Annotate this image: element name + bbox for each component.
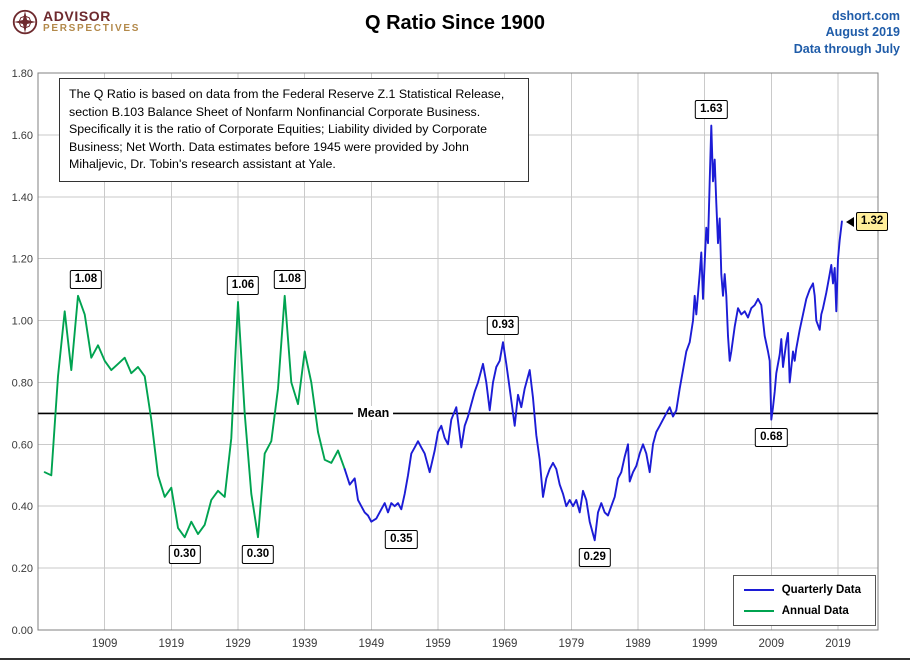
description-box: The Q Ratio is based on data from the Fe…	[59, 78, 529, 183]
y-tick-label: 0.20	[12, 563, 33, 575]
source-block: dshort.com August 2019 Data through July	[794, 8, 900, 57]
y-tick-label: 1.40	[12, 192, 33, 204]
y-tick-label: 1.00	[12, 316, 33, 328]
y-tick-label: 1.80	[12, 68, 33, 80]
y-tick-label: 0.60	[12, 439, 33, 451]
x-tick-label: 1979	[559, 638, 585, 650]
bottom-rule	[0, 658, 910, 660]
mean-label: Mean	[353, 406, 394, 421]
callout-1.08: 1.08	[69, 269, 103, 289]
advisor-perspectives-logo: ADVISOR PERSPECTIVES	[12, 9, 140, 35]
y-tick-label: 0.00	[12, 625, 33, 637]
source-note: Data through July	[793, 41, 900, 56]
y-tick-label: 0.40	[12, 501, 33, 513]
callout-0.30: 0.30	[241, 545, 275, 565]
x-tick-label: 1929	[225, 638, 251, 650]
callout-0.30: 0.30	[168, 545, 201, 565]
x-tick-label: 1969	[492, 638, 518, 650]
annual-line-swatch	[743, 610, 774, 612]
source-site: dshort.com	[831, 9, 900, 23]
legend-item-quarterly: Quarterly Data	[743, 584, 861, 596]
callout-1.32: 1.32	[855, 211, 889, 231]
callout-0.35: 0.35	[385, 529, 418, 549]
chart-legend: Quarterly Data Annual Data	[732, 575, 876, 626]
x-tick-label: 1949	[359, 638, 385, 650]
x-tick-label: 1909	[92, 638, 118, 650]
legend-label-annual: Annual Data	[781, 605, 849, 617]
x-tick-label: 1989	[625, 638, 651, 650]
x-tick-label: 1919	[159, 638, 185, 650]
x-tick-label: 2019	[825, 638, 851, 650]
y-tick-label: 1.20	[12, 254, 33, 266]
callout-0.68: 0.68	[755, 427, 788, 447]
y-tick-label: 0.80	[12, 377, 33, 389]
callout-1.63: 1.63	[695, 99, 728, 119]
logo-advisor: ADVISOR	[43, 8, 111, 25]
arrow-left-icon	[845, 216, 854, 227]
plot-border	[37, 72, 879, 631]
x-tick-label: 1999	[692, 638, 718, 650]
annual-data-line	[43, 294, 346, 539]
quarterly-line-swatch	[743, 589, 774, 591]
logo-text: ADVISOR PERSPECTIVES	[43, 9, 140, 34]
logo-perspectives: PERSPECTIVES	[43, 23, 141, 35]
x-tick-label: 1939	[292, 638, 318, 650]
legend-label-quarterly: Quarterly Data	[781, 584, 861, 596]
quarterly-data-line	[343, 124, 843, 542]
callout-1.08: 1.08	[273, 269, 306, 289]
compass-icon	[12, 9, 38, 35]
x-tick-label: 1959	[425, 638, 451, 650]
legend-item-annual: Annual Data	[743, 605, 861, 617]
callout-0.29: 0.29	[578, 548, 611, 568]
page-title: Q Ratio Since 1900	[364, 12, 546, 34]
source-date: August 2019	[825, 25, 900, 40]
y-tick-label: 1.60	[12, 130, 33, 142]
callout-1.06: 1.06	[226, 275, 260, 295]
x-tick-label: 2009	[759, 638, 785, 650]
callout-0.93: 0.93	[486, 316, 520, 336]
